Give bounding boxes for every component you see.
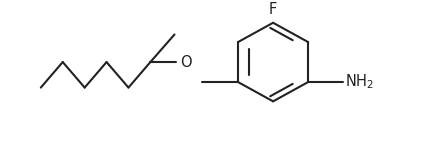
Text: NH$_2$: NH$_2$ [345, 73, 374, 91]
Text: O: O [179, 55, 191, 70]
Text: F: F [269, 2, 277, 17]
